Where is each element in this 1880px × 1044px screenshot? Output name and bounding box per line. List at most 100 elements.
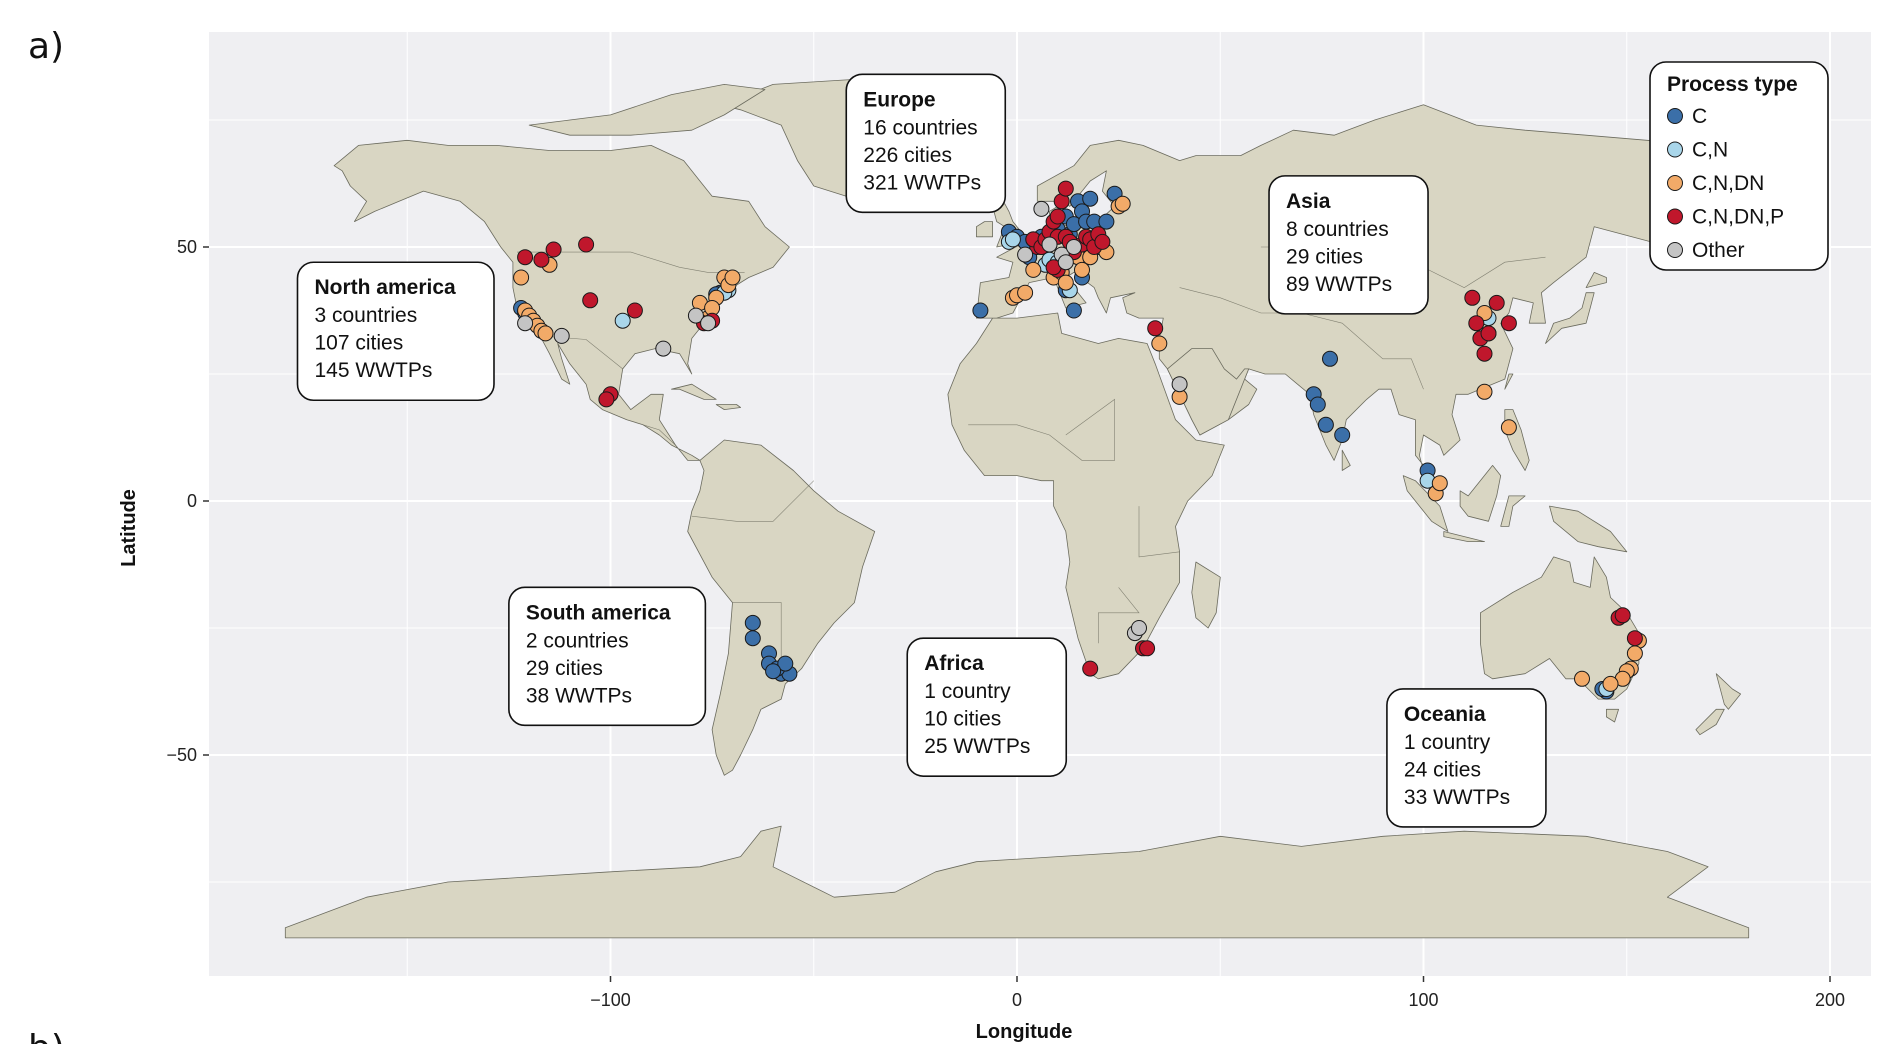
point-c-n-dn: [1074, 261, 1090, 278]
region-stat: 226 cities: [863, 144, 952, 167]
point-other: [1017, 246, 1034, 263]
point-c: [1309, 396, 1326, 413]
point-c-n-dn: [724, 269, 741, 286]
region-stat: 29 cities: [1286, 245, 1363, 268]
region-stat: 145 WWTPs: [314, 359, 432, 382]
point-c-n-dn-p: [1139, 640, 1156, 657]
point-c-n-dn-p: [1057, 180, 1074, 197]
point-c-n-dn-p: [1049, 208, 1066, 225]
legend-title: Process type: [1667, 73, 1798, 96]
point-c-n-dn-p: [1500, 315, 1517, 332]
point-c-n-dn-p: [578, 236, 595, 253]
legend-label: C,N: [1692, 139, 1728, 162]
region-box-frame: [845, 73, 1007, 214]
region-box-frame: [1268, 175, 1429, 315]
legend-swatch: [1667, 175, 1683, 191]
point-c-n-dn-p: [517, 249, 534, 266]
land-sumatra: [1402, 475, 1449, 532]
point-other: [655, 340, 672, 357]
land-sri-lanka: [1341, 449, 1351, 471]
point-c-n-dn: [1574, 670, 1590, 687]
point-c-n-dn-p: [582, 292, 599, 309]
point-c-n-dn-p: [626, 302, 643, 319]
panel-label: a): [28, 26, 64, 67]
land-new-zealand-north: [1715, 673, 1741, 710]
land-north-america: [333, 139, 790, 461]
region-stat: 8 countries: [1286, 218, 1389, 241]
region-box-africa: Africa 1 country 10 cities 25 WWTPs: [906, 637, 1068, 777]
region-title: Oceania: [1404, 703, 1486, 726]
next-panel-label: b): [28, 1028, 65, 1044]
region-stat: 24 cities: [1404, 758, 1481, 781]
land-cuba: [671, 383, 717, 400]
region-box-oceania: Oceania 1 country 24 cities 33 WWTPs: [1386, 688, 1547, 828]
point-c-n: [1004, 231, 1021, 248]
region-stat: 25 WWTPs: [924, 735, 1030, 758]
point-c-n-dn: [1057, 274, 1074, 291]
land-antarctica: [284, 825, 1750, 939]
point-c: [744, 614, 761, 631]
country-border: [642, 424, 676, 446]
legend-label: C,N,DN,P: [1692, 206, 1784, 229]
point-c-n-dn-p: [1464, 289, 1481, 306]
land-borneo: [1459, 465, 1502, 522]
region-stat: 89 WWTPs: [1286, 273, 1392, 296]
point-other: [1171, 376, 1188, 393]
point-other: [1131, 620, 1147, 636]
point-c: [1065, 302, 1082, 319]
point-c-n-dn-p: [1488, 294, 1505, 311]
data-points: [513, 180, 1647, 700]
region-stat: 107 cities: [314, 332, 403, 355]
region-labels: North america 3 countries 107 cities 145 WW…: [296, 73, 1547, 828]
country-border: [1138, 506, 1180, 558]
land-new-guinea: [1549, 505, 1628, 553]
region-box-asia: Asia 8 countries 29 cities 89 WWTPs: [1268, 175, 1429, 315]
legend-label: Other: [1692, 239, 1745, 262]
legend: Process type C C,N C,N,DN C,N,DN,P Other: [1649, 61, 1829, 271]
y-tick-label: 0: [187, 491, 197, 511]
region-stat: 321 WWTPs: [863, 171, 981, 194]
point-c-n-dn: [1431, 475, 1448, 492]
point-c-n-dn: [1476, 383, 1493, 400]
y-tick-label: 50: [177, 237, 197, 257]
legend-frame: [1649, 61, 1829, 271]
point-c-n-dn-p: [533, 251, 550, 268]
point-c: [765, 663, 782, 680]
point-c-n-dn: [1114, 195, 1131, 212]
point-other: [553, 327, 570, 344]
legend-swatch: [1667, 208, 1683, 225]
point-c-n-dn-p: [1614, 607, 1631, 624]
point-c-n-dn-p: [545, 241, 562, 258]
land-hispaniola: [715, 404, 741, 410]
point-other: [1057, 254, 1074, 271]
legend-label: C: [1692, 105, 1707, 128]
land-tasmania: [1606, 708, 1619, 723]
point-c: [1322, 350, 1338, 367]
region-stat: 3 countries: [314, 304, 417, 327]
point-other: [517, 315, 534, 332]
region-title: North america: [314, 276, 456, 299]
point-c-n-dn-p: [1480, 325, 1497, 342]
y-axis-title: Latitude: [118, 489, 140, 567]
point-c-n-dn-p: [1082, 660, 1099, 677]
region-title: Asia: [1286, 190, 1331, 213]
point-c-n-dn: [1017, 284, 1034, 301]
country-border: [968, 398, 1115, 461]
point-c: [972, 302, 989, 319]
country-border: [691, 480, 815, 522]
region-title: Africa: [924, 652, 984, 675]
x-tick-label: 100: [1408, 990, 1438, 1010]
land-java: [1443, 531, 1485, 542]
point-c: [777, 655, 794, 672]
point-c-n-dn: [1500, 419, 1517, 436]
point-c-n-dn-p: [1147, 320, 1164, 337]
region-stat: 1 country: [1404, 731, 1491, 754]
legend-swatch: [1667, 242, 1683, 258]
region-box-frame: [508, 586, 707, 727]
x-tick-label: 0: [1012, 990, 1022, 1010]
point-other: [700, 315, 717, 332]
region-stat: 38 WWTPs: [526, 684, 632, 707]
region-stat: 33 WWTPs: [1404, 786, 1510, 809]
region-stat: 2 countries: [526, 629, 629, 652]
point-c: [1082, 190, 1099, 207]
